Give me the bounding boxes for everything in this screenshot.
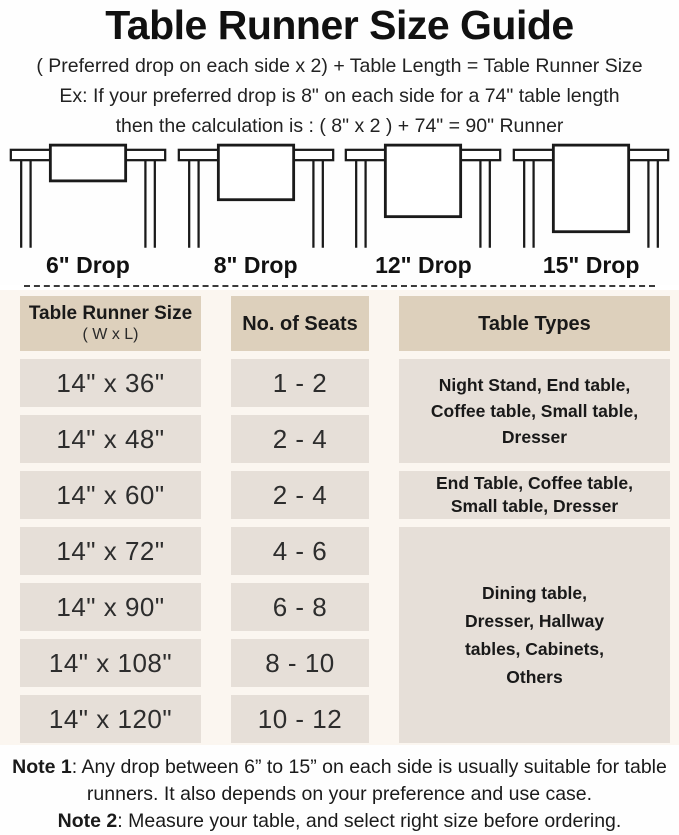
seats-cell: 10 - 12 xyxy=(231,695,369,744)
table-illustration-15-drop xyxy=(507,140,675,250)
table-illustration-12-drop xyxy=(340,140,508,250)
size-guide-table: Table Runner Size ( W x L) No. of Seats … xyxy=(0,290,679,746)
runner-icon xyxy=(216,143,295,202)
table-illustrations xyxy=(0,138,679,251)
table-drawing-icon xyxy=(512,143,670,248)
drop-label-12: 12" Drop xyxy=(375,252,472,279)
note2-text: : Measure your table, and select right s… xyxy=(117,809,622,832)
header-runner-size: Table Runner Size ( W x L) xyxy=(20,296,201,352)
formula-text: ( Preferred drop on each side x 2) + Tab… xyxy=(36,55,643,78)
table-types-cell-small: Night Stand, End table, Coffee table, Sm… xyxy=(399,359,670,464)
seats-cell: 8 - 10 xyxy=(231,639,369,688)
size-cell: 14" x 60" xyxy=(20,471,201,520)
drop-labels-row: 6" Drop 8" Drop 12" Drop 15" Drop xyxy=(0,250,679,286)
drop-label-15: 15" Drop xyxy=(542,252,640,279)
page-title: Table Runner Size Guide xyxy=(105,2,574,48)
table-types-cell-large: Dining table, Dresser, Hallway tables, C… xyxy=(399,527,670,744)
size-cell: 14" x 108" xyxy=(20,639,201,688)
note1-label: Note 1 xyxy=(12,756,72,779)
size-cell: 14" x 36" xyxy=(20,359,201,408)
size-cell: 14" x 90" xyxy=(20,583,201,632)
runner-icon xyxy=(552,143,631,234)
drop-label-6: 6" Drop xyxy=(46,252,130,279)
drop-label-8: 8" Drop xyxy=(213,252,298,279)
table-types-cell-medium: End Table, Coffee table, Small table, Dr… xyxy=(399,471,670,520)
table-drawing-icon xyxy=(345,143,502,248)
header-runner-size-title: Table Runner Size xyxy=(28,303,193,325)
size-cell: 14" x 72" xyxy=(20,527,201,576)
example-line-2: then the calculation is : ( 8" x 2 ) + 7… xyxy=(115,115,564,138)
header-table-types: Table Types xyxy=(399,296,670,352)
table-drawing-icon xyxy=(9,143,167,248)
seats-cell: 2 - 4 xyxy=(231,471,369,520)
table-drawing-icon xyxy=(177,143,334,248)
header-runner-size-sub: ( W x L) xyxy=(82,325,139,343)
size-cell: 14" x 48" xyxy=(20,415,201,464)
note2-label: Note 2 xyxy=(57,809,118,832)
seats-cell: 2 - 4 xyxy=(231,415,369,464)
seats-cell: 4 - 6 xyxy=(231,527,369,576)
example-line-1: Ex: If your preferred drop is 8" on each… xyxy=(59,85,620,108)
runner-icon xyxy=(384,143,463,219)
table-illustration-6-drop xyxy=(4,140,172,250)
table-illustration-8-drop xyxy=(172,140,340,250)
seats-cell: 1 - 2 xyxy=(231,359,369,408)
seats-cell: 6 - 8 xyxy=(231,583,369,632)
header-seats: No. of Seats xyxy=(231,296,369,352)
size-cell: 14" x 120" xyxy=(20,695,201,744)
title-block: Table Runner Size Guide ( Preferred drop… xyxy=(0,0,679,139)
notes-block: Note 1: Any drop between 6” to 15” on ea… xyxy=(0,745,679,835)
dashed-divider xyxy=(24,285,655,288)
runner-icon xyxy=(48,143,127,183)
note1-text: : Any drop between 6” to 15” on each sid… xyxy=(71,756,667,806)
